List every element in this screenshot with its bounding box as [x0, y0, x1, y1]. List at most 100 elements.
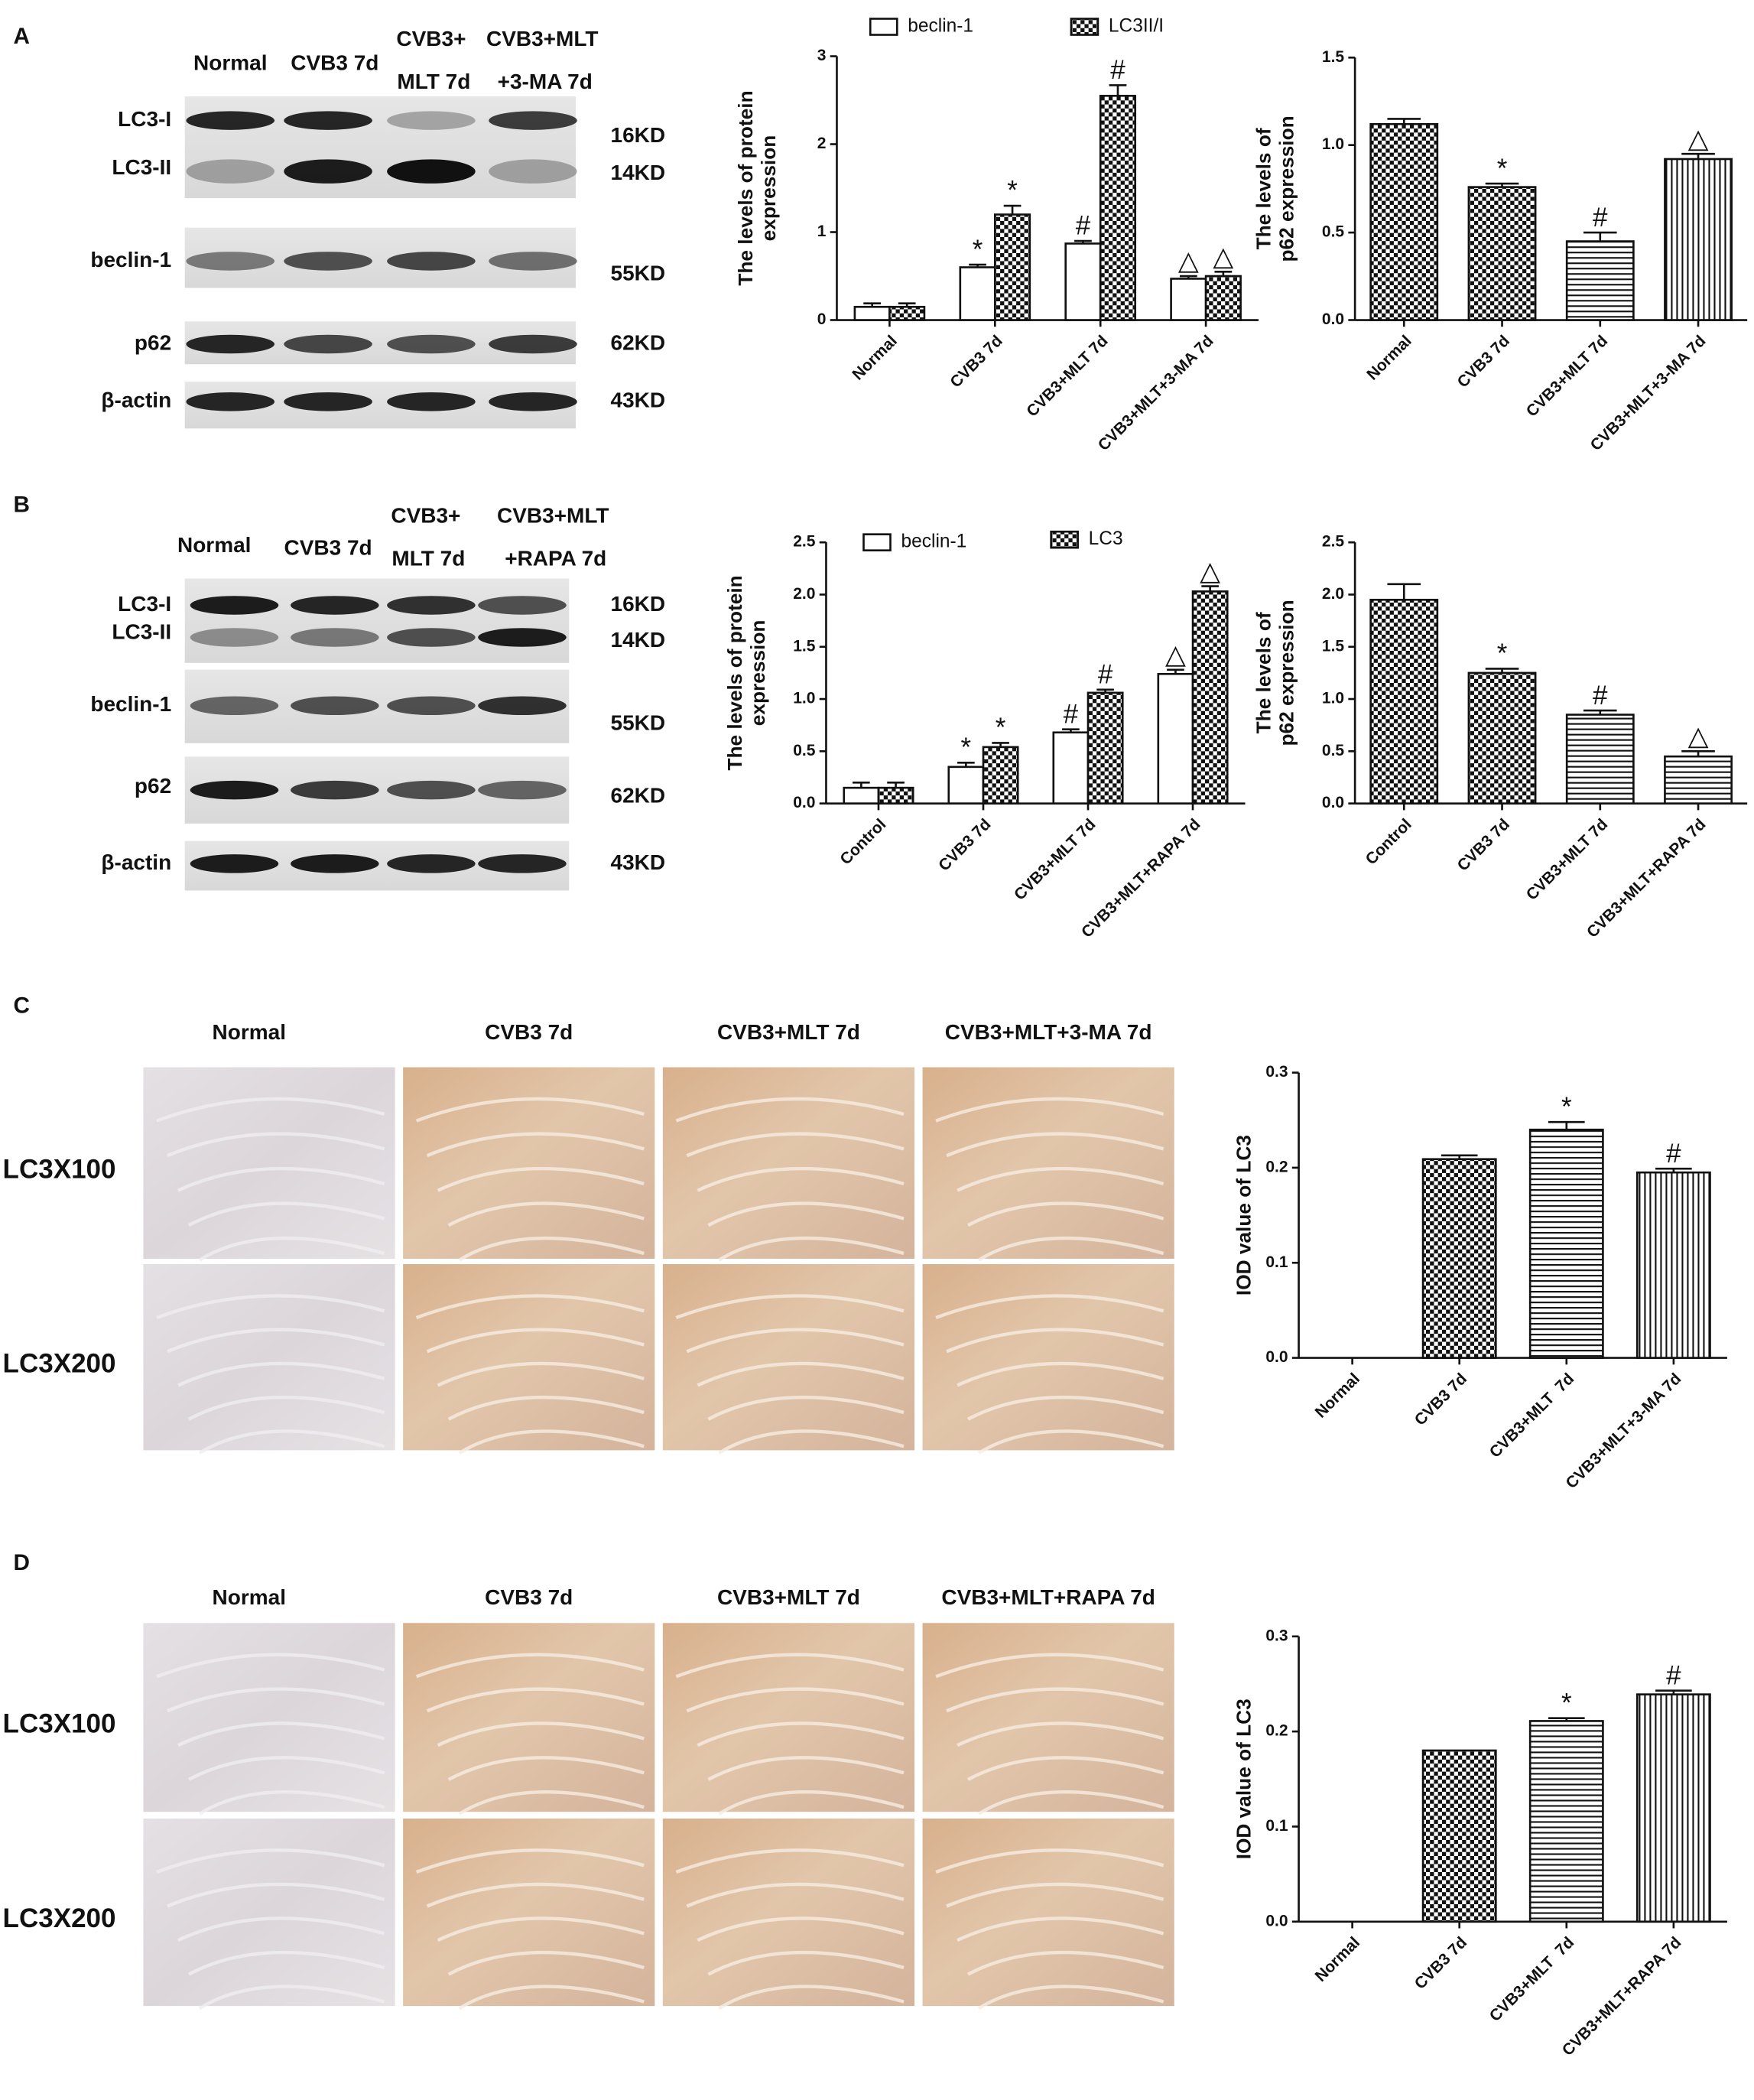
x-tick-label: CVB3+MLT 7d — [1523, 332, 1611, 420]
size-label: 55KD — [611, 261, 666, 284]
lane-header: +RAPA 7d — [505, 546, 606, 570]
bar — [959, 266, 996, 321]
tissue-streak — [686, 1687, 905, 1713]
significance-marker: * — [1007, 176, 1018, 206]
tissue-streak — [697, 1721, 905, 1747]
tissue-streak — [686, 1132, 905, 1158]
x-tick-label: CVB3+MLT 7d — [1486, 1370, 1578, 1461]
x-tick-label: CVB3 7d — [1454, 332, 1513, 391]
tissue-streak — [458, 1429, 645, 1455]
y-tick-label: 0.5 — [793, 742, 816, 759]
column-header: Normal — [213, 1585, 286, 1609]
tissue-streak — [675, 1653, 905, 1679]
protein-label: β-actin — [101, 850, 171, 874]
error-bar — [1062, 728, 1080, 733]
lane-header: CVB3+MLT — [497, 503, 609, 527]
blot-band — [478, 696, 567, 716]
tissue-streak — [167, 1132, 385, 1158]
error-bar — [1214, 270, 1233, 277]
y-tick-label: 0.2 — [1265, 1158, 1288, 1175]
tissue-streak — [437, 1916, 645, 1942]
protein-label: LC3-II — [112, 155, 171, 179]
y-axis-label: p62 expression — [1275, 600, 1298, 746]
micrograph — [662, 1067, 915, 1259]
blot-band — [387, 696, 476, 716]
panel-letter: B — [14, 492, 30, 518]
tissue-streak — [967, 1756, 1164, 1781]
size-label: 14KD — [611, 161, 666, 184]
significance-marker: * — [973, 235, 983, 265]
error-bar — [957, 762, 975, 767]
bar — [1099, 94, 1137, 321]
significance-marker: △ — [1213, 242, 1233, 271]
tissue-streak — [935, 1294, 1164, 1320]
x-tick-label: CVB3+MLT 7d — [1023, 332, 1111, 420]
error-bar — [992, 742, 1009, 747]
tissue-streak — [718, 1429, 905, 1455]
bar — [888, 305, 926, 321]
tissue-streak — [447, 1950, 645, 1976]
size-label: 62KD — [611, 783, 666, 807]
y-tick-label: 1.0 — [1322, 690, 1344, 707]
tissue-streak — [675, 1294, 905, 1320]
column-header: CVB3+MLT 7d — [717, 1585, 860, 1609]
blot-band — [190, 596, 279, 615]
blot-band — [387, 334, 476, 354]
micrograph — [922, 1818, 1174, 2007]
error-bar — [1583, 231, 1617, 242]
x-tick-label: CVB3+MLT 7d — [1523, 815, 1611, 903]
tissue-streak — [187, 1395, 385, 1421]
significance-marker: # — [1098, 659, 1113, 689]
blot-band — [186, 252, 275, 271]
error-bar — [863, 302, 882, 307]
x-tick-label: CVB3 7d — [947, 332, 1005, 391]
lane-header: Normal — [177, 533, 251, 557]
tissue-streak — [707, 1201, 905, 1227]
protein-label: β-actin — [101, 388, 171, 412]
x-tick-label: Control — [836, 815, 889, 868]
significance-marker: * — [1497, 639, 1508, 668]
legend-swatch — [862, 533, 892, 551]
significance-marker: # — [1076, 211, 1091, 241]
tissue-streak — [957, 1361, 1164, 1387]
x-tick-label: CVB3 7d — [1411, 1370, 1470, 1429]
blot-band — [387, 159, 476, 184]
x-tick-label: Normal — [1312, 1933, 1363, 1985]
blot-band — [291, 628, 379, 647]
x-tick-label: CVB3+MLT+3-MA 7d — [1587, 332, 1710, 454]
tissue-streak — [187, 1950, 385, 1976]
blot-band — [478, 780, 567, 800]
tissue-streak — [946, 1328, 1164, 1354]
tissue-streak — [177, 1916, 385, 1942]
protein-label: beclin-1 — [90, 692, 171, 716]
tissue-streak — [426, 1687, 645, 1713]
micrograph — [922, 1263, 1174, 1451]
x-tick-label: CVB3 7d — [1411, 1933, 1470, 1992]
tissue-streak — [718, 1985, 905, 2011]
blot-band — [186, 392, 275, 411]
blot-band — [478, 628, 567, 647]
y-tick-label: 1.5 — [793, 637, 816, 655]
micrograph — [922, 1067, 1174, 1259]
tissue-streak — [946, 1132, 1164, 1158]
x-tick-label: CVB3+MLT+RAPA 7d — [1559, 1933, 1685, 2059]
lane-header: MLT 7d — [397, 70, 470, 93]
error-bar — [1201, 585, 1219, 592]
blot-band — [489, 159, 577, 184]
y-tick-label: 0.0 — [1265, 1912, 1288, 1929]
x-tick-label: Normal — [1363, 332, 1415, 383]
tissue-streak — [957, 1166, 1164, 1192]
bar — [1664, 158, 1733, 321]
row-label: LC3X100 — [3, 1155, 116, 1185]
blot-band — [478, 596, 567, 615]
lane-header: CVB3+ — [396, 27, 466, 50]
y-axis-label: expression — [757, 135, 780, 242]
bar — [843, 786, 880, 805]
legend-swatch — [1050, 530, 1079, 549]
micrograph — [143, 1818, 395, 2007]
legend-label: LC3 — [1089, 528, 1123, 549]
tissue-streak — [707, 1756, 905, 1781]
micrograph — [403, 1818, 655, 2007]
column-header: CVB3 7d — [485, 1020, 573, 1044]
tissue-streak — [935, 1848, 1164, 1874]
